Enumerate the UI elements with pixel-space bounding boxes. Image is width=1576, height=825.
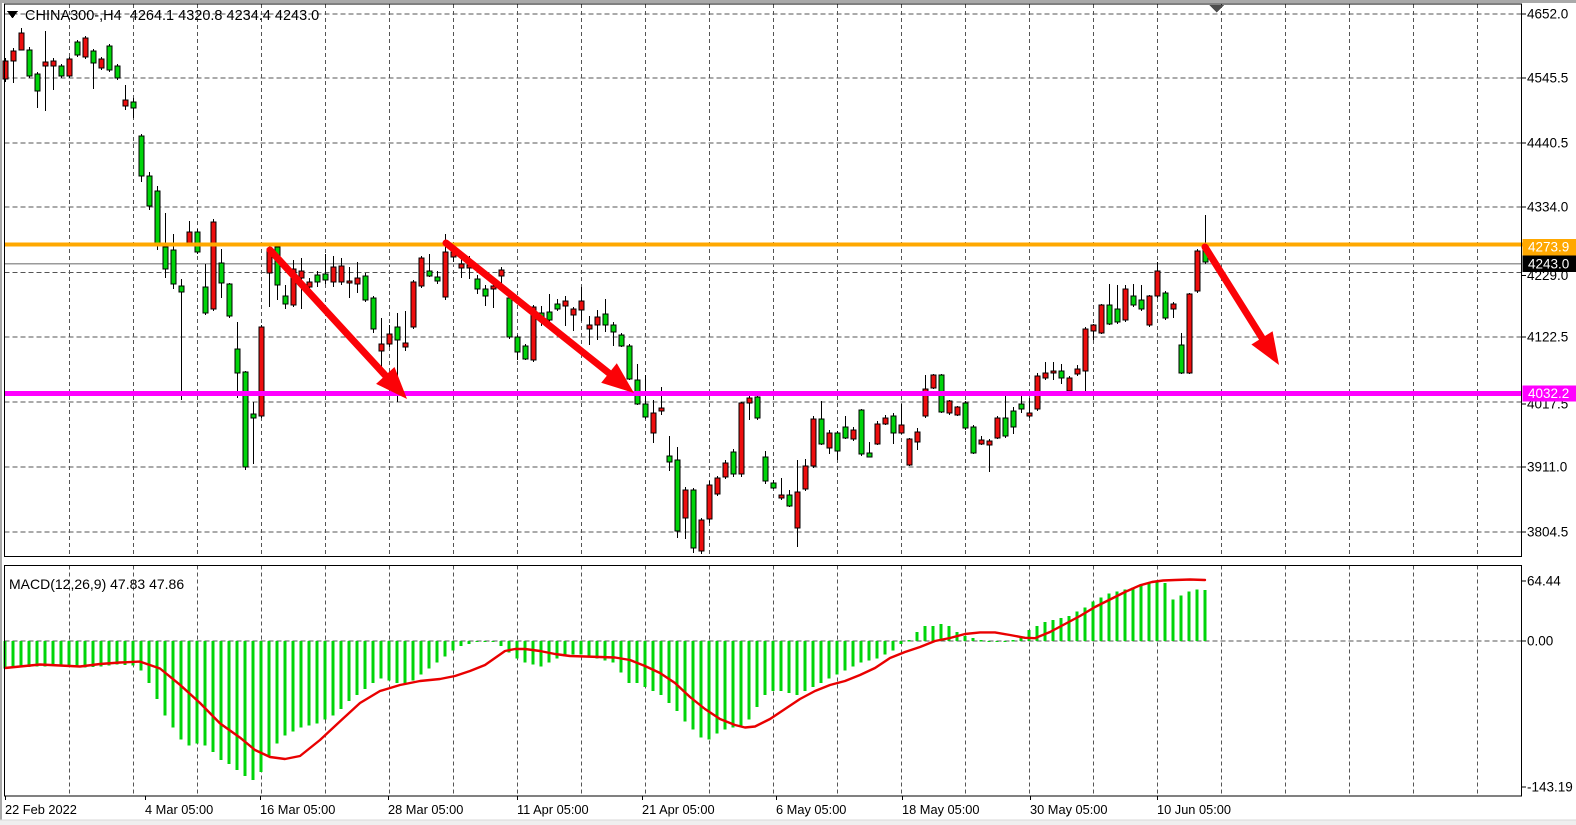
svg-text:MACD(12,26,9) 47.83 47.86: MACD(12,26,9) 47.83 47.86: [9, 576, 184, 592]
svg-text:16 Mar 05:00: 16 Mar 05:00: [260, 802, 335, 817]
svg-text:4032.2: 4032.2: [1528, 386, 1569, 401]
svg-text:11 Apr 05:00: 11 Apr 05:00: [517, 802, 589, 817]
svg-text:4545.5: 4545.5: [1527, 70, 1568, 85]
svg-text:18 May 05:00: 18 May 05:00: [902, 802, 980, 817]
svg-text:-143.19: -143.19: [1527, 779, 1573, 794]
svg-text:4 Mar 05:00: 4 Mar 05:00: [145, 802, 213, 817]
svg-text:10 Jun 05:00: 10 Jun 05:00: [1157, 802, 1231, 817]
svg-text:0.00: 0.00: [1527, 633, 1553, 648]
svg-text:28 Mar 05:00: 28 Mar 05:00: [388, 802, 463, 817]
svg-text:CHINA300-,H4 4264.1 4320.8 42: CHINA300-,H4 4264.1 4320.8 4234.4 4243.0: [25, 8, 319, 24]
svg-text:6 May 05:00: 6 May 05:00: [776, 802, 846, 817]
svg-text:4122.5: 4122.5: [1527, 329, 1568, 344]
svg-text:4243.0: 4243.0: [1528, 256, 1569, 271]
svg-text:4440.5: 4440.5: [1527, 135, 1568, 150]
svg-text:4334.0: 4334.0: [1527, 199, 1568, 214]
svg-text:4273.9: 4273.9: [1528, 240, 1569, 255]
svg-text:30 May 05:00: 30 May 05:00: [1030, 802, 1108, 817]
svg-text:22 Feb 2022: 22 Feb 2022: [5, 802, 77, 817]
svg-text:4652.0: 4652.0: [1527, 6, 1568, 21]
svg-text:3804.5: 3804.5: [1527, 524, 1568, 539]
svg-text:3911.0: 3911.0: [1527, 459, 1567, 474]
svg-text:21 Apr 05:00: 21 Apr 05:00: [642, 802, 715, 817]
svg-text:64.44: 64.44: [1527, 573, 1561, 588]
